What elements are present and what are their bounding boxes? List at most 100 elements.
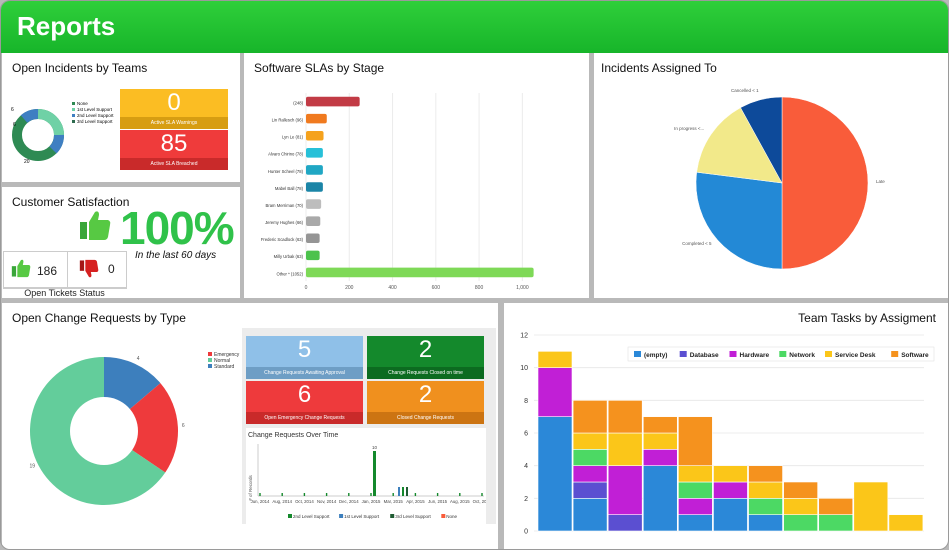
thumbs-up-tile[interactable]: 186 <box>3 251 68 289</box>
x-tick-label: 600 <box>432 285 441 291</box>
bar <box>306 250 320 261</box>
category-label: Alvaro Chirino (78) <box>268 152 304 157</box>
team-tasks-title: Team Tasks by Assigment <box>798 311 936 325</box>
x-tick-label: Mar, 2015 <box>384 499 404 504</box>
stacked-bar-segment <box>642 449 678 466</box>
y-tick-label: 12 <box>520 333 528 340</box>
pie-label: Completed < 5 <box>682 241 712 246</box>
y-tick-label: 10 <box>520 365 528 372</box>
kpi-sla-warnings[interactable]: 0 Active SLA Warnings <box>120 89 228 129</box>
software-slas-chart[interactable]: 0 200 400 600 800 1,000 (248) Lin Rallesch (96)… <box>244 53 589 298</box>
thumbs-up-icon <box>11 259 31 278</box>
small-bar <box>303 493 306 496</box>
open-incidents-legend: None 1st Level Support 2nd Level Support… <box>72 101 114 124</box>
svg-text:2nd Level Support: 2nd Level Support <box>77 113 114 118</box>
incidents-assigned-panel[interactable]: Incidents Assigned To Late Completed < 5 I… <box>594 53 948 298</box>
legend-swatch <box>634 351 641 357</box>
category-label: Bram Merriman (70) <box>266 203 304 208</box>
small-bar <box>348 493 350 496</box>
kpi-label: Change Requests Awaiting Approval <box>246 367 363 379</box>
x-tick-label: 200 <box>345 285 354 291</box>
stacked-bar-segment <box>783 498 818 515</box>
over-time-title: Change Requests Over Time <box>248 432 339 439</box>
stacked-bar-segment <box>678 514 713 532</box>
kpi-label: Active SLA Breached <box>120 158 228 170</box>
stacked-bar-segment <box>713 481 748 499</box>
stacked-bar-segment <box>748 481 783 499</box>
bar <box>306 165 323 175</box>
x-tick-label: Oct, 2014 <box>295 499 314 504</box>
open-tickets-status-label: Open Tickets Status <box>3 287 126 298</box>
x-tick-label: Jun, 2014 <box>251 499 270 504</box>
svg-text:3rd Level Support: 3rd Level Support <box>77 119 113 124</box>
stacked-bar-segment <box>783 514 818 532</box>
x-tick-label: 1,000 <box>516 285 529 291</box>
category-label: Milly Urbak (63) <box>274 254 304 259</box>
open-incidents-donut[interactable]: 6 6 20 None 1st Level Support 2nd Level … <box>2 53 240 182</box>
legend-swatch <box>208 358 212 362</box>
kpi-closed-on-time[interactable]: 2 Change Requests Closed on time <box>367 336 484 379</box>
legend-label: Emergency <box>214 352 240 358</box>
donut-segment-none[interactable] <box>20 109 39 124</box>
incidents-assigned-pie[interactable]: Late Completed < 5 In progress <... Cancell… <box>594 53 948 298</box>
peak-bar <box>373 451 376 496</box>
software-slas-title: Software SLAs by Stage <box>254 61 385 75</box>
legend-swatch <box>825 351 832 357</box>
change-requests-panel[interactable]: Open Change Requests by Type 4 6 19 Emergen… <box>2 303 498 549</box>
donut-value-label: 19 <box>30 464 36 470</box>
legend-swatch <box>441 514 446 518</box>
x-tick-label: Dec, 2014 <box>339 499 359 504</box>
pie-label: Late <box>876 179 885 184</box>
legend-swatch <box>339 514 344 518</box>
category-label: Mabel Ball (78) <box>275 186 304 191</box>
kpi-sla-breached[interactable]: 85 Active SLA Breached <box>120 130 228 170</box>
kpi-open-emergency[interactable]: 6 Open Emergency Change Requests <box>246 381 363 424</box>
stacked-bar-segment <box>607 465 643 515</box>
kpi-closed-change-requests[interactable]: 2 Closed Change Requests <box>367 381 484 424</box>
donut-segment-2nd[interactable] <box>49 134 64 154</box>
customer-satisfaction-panel[interactable]: Customer Satisfaction 100% In the last 6… <box>2 187 240 298</box>
x-tick-label: Nov, 2014 <box>317 499 337 504</box>
stacked-bar-segment <box>888 514 924 532</box>
bar <box>306 199 322 209</box>
bar <box>306 216 321 226</box>
small-bar <box>392 493 394 496</box>
legend-label: 1st Level Support <box>344 514 380 519</box>
thumbs-down-tile[interactable]: 0 <box>67 251 127 289</box>
open-incidents-panel[interactable]: Open Incidents by Teams 6 6 20 None 1st … <box>2 53 240 182</box>
y-tick-label: 0 <box>524 529 528 536</box>
page-title: Reports <box>17 11 116 41</box>
legend-label: Service Desk <box>835 352 876 359</box>
stacked-bar-segment <box>678 465 713 483</box>
software-slas-panel[interactable]: Software SLAs by Stage 0 200 400 600 800 1,00… <box>244 53 589 298</box>
stacked-bar-segment <box>607 432 643 466</box>
kpi-awaiting-approval[interactable]: 5 Change Requests Awaiting Approval <box>246 336 363 379</box>
team-tasks-chart[interactable]: 0 2 4 6 8 10 12 (empty) Database Hardware Network S… <box>504 303 948 549</box>
stacked-bar-segment <box>748 514 783 532</box>
open-incidents-title: Open Incidents by Teams <box>12 61 148 75</box>
stacked-bar-segment <box>748 498 783 515</box>
bar <box>402 487 404 496</box>
stacked-bar-segment <box>607 514 643 532</box>
legend-label: 2nd Level Support <box>293 514 330 519</box>
header-bar: Reports <box>1 1 948 53</box>
small-bar <box>459 493 461 496</box>
legend-swatch <box>288 514 292 518</box>
stacked-bar-segment <box>537 416 573 532</box>
stacked-bar-segment <box>678 416 713 466</box>
stacked-bar-segment <box>572 400 608 434</box>
small-bar <box>414 493 417 496</box>
donut-segment-1st[interactable] <box>37 109 64 136</box>
change-requests-title: Open Change Requests by Type <box>12 311 186 325</box>
x-tick-label: Oct, 2015 <box>473 499 486 504</box>
small-bar <box>259 493 261 496</box>
donut-hole <box>70 397 138 465</box>
category-label: (248) <box>293 100 303 105</box>
svg-text:1st Level Support: 1st Level Support <box>77 107 113 112</box>
small-bar <box>370 493 372 496</box>
stacked-bar-segment <box>853 481 889 532</box>
legend-swatch <box>779 351 787 357</box>
team-tasks-panel[interactable]: Team Tasks by Assigment 0 2 4 6 8 10 12 (empty)… <box>504 303 948 549</box>
